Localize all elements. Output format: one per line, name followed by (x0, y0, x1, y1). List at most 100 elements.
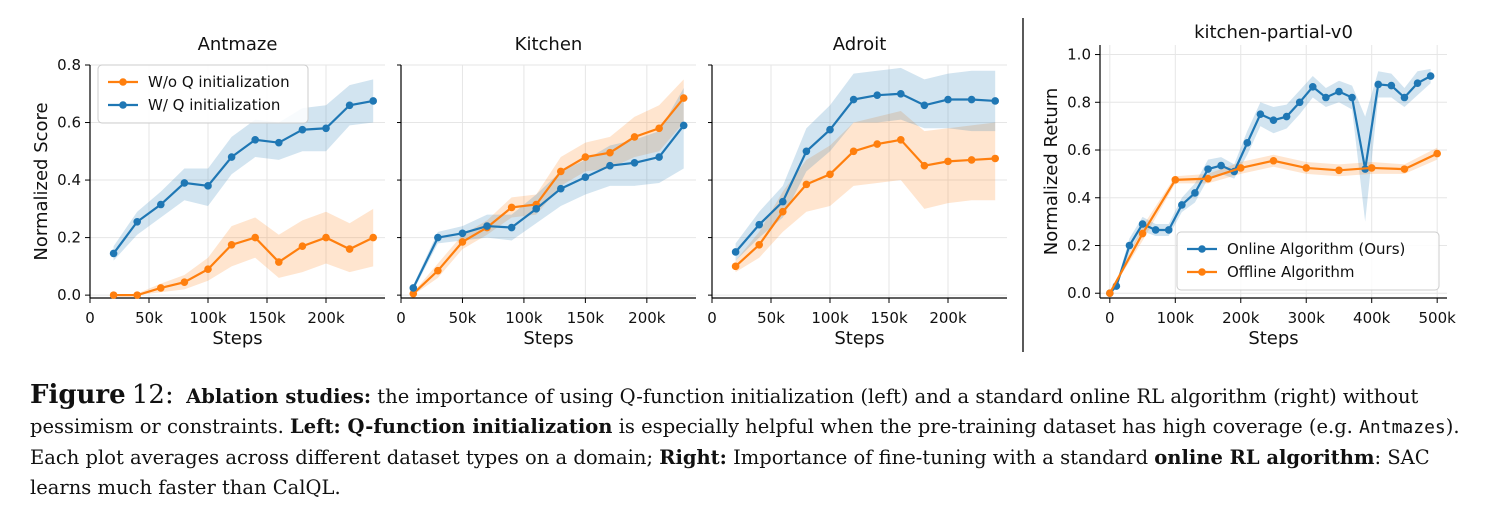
panel-kitchen-w-q-initialization-point (581, 173, 590, 181)
panel-antmaze-w-o-q-initialization-point (180, 278, 189, 286)
panel-adroit-w-q-initialization-point (873, 91, 881, 100)
panel-antmaze-w-o-q-initialization-point (251, 233, 259, 242)
panel-adroit-w-q-initialization-line (734, 92, 996, 253)
panel-adroit-w-o-q-initialization-point (802, 180, 811, 189)
panel-adroit-w-q-initialization-point (991, 97, 999, 105)
panel-kitchen-x-tick-label: 0 (396, 309, 406, 327)
panel-kitchen-w-o-q-initialization-point (458, 238, 467, 246)
panel-antmaze-y-tick-label: 0.0 (57, 286, 81, 304)
panel-antmaze-w-q-initialization-point (345, 101, 354, 110)
panel-kitchen-w-q-initialization-point (483, 222, 491, 230)
panel-kitchen-partial-v0-online-algorithm-ours-point (1387, 81, 1396, 90)
panel-kitchen-partial-v0-online-algorithm-ours-point (1348, 93, 1356, 102)
panel-kitchen-x-tick-label: 100k (505, 309, 543, 327)
panel-adroit-w-o-q-initialization-point (944, 157, 952, 166)
panel-adroit-w-q-initialization-point (731, 248, 740, 256)
panel-antmaze-w-o-q-initialization-point (275, 258, 283, 266)
panel-kitchen-partial-v0-online-algorithm-ours-point (1374, 80, 1383, 89)
panel-adroit-w-o-q-initialization-point (779, 207, 787, 216)
panel-antmaze-y-label: Normalized Score (31, 102, 52, 260)
panel-adroit-x-tick-label: 100k (811, 309, 849, 327)
panel-antmaze-x-label: Steps (212, 328, 262, 349)
panel-kitchen-x-tick-label: 200k (628, 309, 666, 327)
panel-adroit-x-label: Steps (834, 328, 884, 349)
panel-kitchen-partial-v0-online-algorithm-ours-point (1217, 161, 1225, 170)
panel-antmaze-legend (97, 64, 309, 124)
panel-antmaze-y-tick-label: 0.8 (57, 56, 81, 74)
panel-antmaze-x-tick-label: 150k (248, 309, 286, 327)
panel-kitchen-partial-v0-offline-algorithm-point (1400, 165, 1409, 173)
panel-antmaze-y-tick-label: 0.6 (57, 114, 81, 132)
panel-adroit-w-q-initialization-point (944, 95, 952, 104)
panel-kitchen-w-o-q-initialization-point (679, 94, 688, 102)
panel-kitchen-partial-v0-x-tick-label: 500k (1419, 309, 1457, 327)
panel-adroit-x-tick-label: 0 (707, 309, 717, 327)
caption-online: online RL algorithm (1154, 446, 1375, 469)
caption-left: Left: (290, 415, 341, 438)
caption-text-2: is especially helpful when the pre-train… (612, 415, 1360, 438)
panel-kitchen-w-q-initialization-line (412, 124, 685, 289)
panel-antmaze-w-o-q-initialization-band (113, 208, 374, 296)
panel-adroit-w-q-initialization-point (826, 125, 834, 134)
panel-kitchen-partial-v0-online-algorithm-ours-point (1295, 98, 1304, 107)
panel-kitchen-w-o-q-initialization-point (606, 148, 614, 157)
panel-kitchen-partial-v0-y-tick-label: 0.6 (1067, 141, 1091, 159)
panel-kitchen-partial-v0-x-tick-label: 200k (1222, 309, 1260, 327)
panel-adroit-w-q-initialization-point (897, 89, 905, 98)
panel-kitchen-title: Kitchen (515, 34, 583, 55)
panel-antmaze-w-q-initialization-point (251, 135, 259, 144)
panel-kitchen-partial-v0-y-label: Normalized Return (1041, 88, 1062, 256)
panel-adroit-title: Adroit (833, 34, 887, 55)
panel-adroit-w-q-initialization-point (802, 147, 811, 156)
panel-kitchen-partial-v0-legend-label: Offline Algorithm (1227, 263, 1354, 281)
panel-kitchen-partial-v0-online-algorithm-ours-point (1400, 93, 1409, 102)
panel-kitchen-partial-v0-legend-marker (1198, 245, 1206, 253)
panel-kitchen-x-tick-label: 150k (567, 309, 605, 327)
panel-kitchen-partial-v0-online-algorithm-ours-point (1138, 220, 1147, 228)
caption-qinit: Q-function initialization (340, 415, 613, 438)
caption-text-3: ). Each plot averages across different d… (30, 415, 1460, 469)
panel-adroit-x-tick-label: 150k (870, 309, 908, 327)
panel-kitchen-partial-v0-y-tick-label: 0.8 (1067, 93, 1091, 111)
panel-kitchen-partial-v0-online-algorithm-ours-point (1204, 165, 1212, 173)
panel-kitchen-partial-v0-offline-algorithm-point (1433, 149, 1441, 158)
panel-antmaze-w-o-q-initialization-point (157, 284, 165, 292)
panel-antmaze-legend-label: W/o Q initialization (148, 73, 290, 91)
panel-kitchen-x-label: Steps (523, 328, 573, 349)
panel-antmaze-w-q-initialization-point (109, 249, 118, 258)
panel-kitchen-w-o-q-initialization-point (556, 167, 565, 176)
panel-kitchen-partial-v0-title: kitchen-partial-v0 (1194, 22, 1353, 43)
panel-kitchen-partial-v0-online-algorithm-ours-point (1125, 241, 1134, 250)
panel-adroit-x-tick-label: 50k (757, 309, 785, 327)
panel-kitchen-w-q-initialization-point (606, 161, 614, 170)
panel-adroit-w-q-initialization-point (967, 95, 976, 104)
panel-antmaze-w-q-initialization-point (227, 153, 236, 161)
panel-kitchen-partial-v0-offline-algorithm-point (1171, 176, 1180, 184)
panel-antmaze-w-o-q-initialization-point (369, 233, 378, 242)
panel-kitchen-partial-v0-offline-algorithm-point (1236, 164, 1245, 172)
panel-antmaze-w-q-initialization-point (157, 200, 165, 209)
panel-kitchen-partial-v0-offline-algorithm-point (1302, 164, 1311, 172)
panel-kitchen-partial-v0-y-tick-label: 0.2 (1067, 236, 1091, 254)
panel-kitchen-partial-v0-legend (1176, 231, 1440, 291)
panel-kitchen-partial-v0-offline-algorithm-point (1269, 156, 1278, 165)
figure-caption: Figure 12: Ablation studies: the importa… (30, 380, 1460, 503)
panel-antmaze-w-q-initialization-point (204, 182, 212, 190)
panel-kitchen-w-o-q-initialization-point (581, 153, 590, 161)
panel-kitchen-partial-v0-offline-algorithm-point (1138, 229, 1147, 238)
panel-adroit-w-q-initialization-band (735, 67, 996, 261)
panel-kitchen-partial-v0-online-algorithm-ours-point (1256, 110, 1265, 119)
panel-kitchen-partial-v0-online-algorithm-ours-point (1269, 116, 1278, 124)
panel-kitchen-w-q-initialization-point (532, 205, 541, 213)
panel-kitchen-partial-v0-legend-marker (1198, 268, 1206, 276)
panel-adroit-w-o-q-initialization-point (967, 156, 976, 164)
panel-antmaze-w-o-q-initialization-point (109, 291, 118, 299)
panel-kitchen-partial-v0-online-algorithm-ours-point (1178, 201, 1186, 209)
panel-adroit-w-o-q-initialization-point (849, 147, 858, 156)
caption-text-5: : SAC learns much faster than CalQL. (30, 446, 1430, 499)
panel-antmaze-w-q-initialization-point (133, 217, 141, 226)
panel-antmaze-legend-marker (119, 78, 127, 86)
panel-kitchen-w-o-q-initialization-point (434, 266, 442, 275)
panel-antmaze-w-o-q-initialization-point (204, 265, 212, 274)
panel-adroit-w-o-q-initialization-band (735, 111, 996, 273)
